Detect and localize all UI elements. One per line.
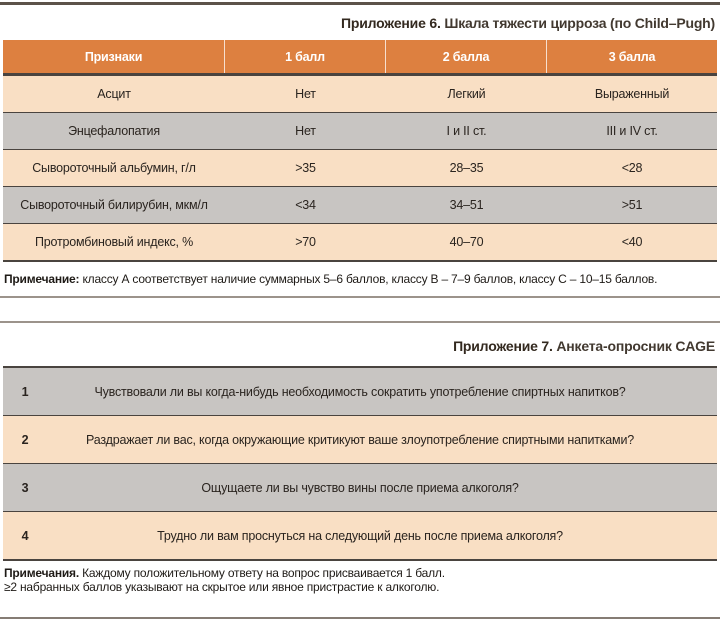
cell-sign: Сывороточный билирубин, мкм/л [20,198,208,212]
bottom-rule [0,617,720,619]
cell-sign: Энцефалопатия [68,124,160,138]
cell-sign: Протромбиновый индекс, % [34,235,194,249]
divider-line-lower [0,321,720,323]
cage-question-row-4: 4 Трудно ли вам проснуться на следующий … [3,511,717,559]
question-number: 2 [21,432,29,447]
table-row-ascites: Асцит Нет Легкий Выраженный [3,75,717,112]
header-cell-2-points: 2 балла [386,40,547,73]
cell-3pt: III и IV ст. [606,124,658,138]
question-number: 1 [21,384,29,399]
table-row-albumin: Сывороточный альбумин, г/л >35 28–35 <28 [3,149,717,186]
cage-questionnaire-table: 1 Чувствовали ли вы когда-нибудь необход… [3,366,717,561]
appendix7-title-text: Анкета-опросник CAGE [552,338,715,354]
notes-text-2: ≥2 набранных баллов указывают на скрытое… [4,580,440,594]
note-label: Примечание: [4,272,80,286]
appendix7-title-prefix: Приложение 7. [453,338,553,354]
question-number: 4 [21,528,29,543]
header-cell-signs: Признаки [3,40,225,73]
cell-1pt: <34 [295,198,316,212]
cell-2pt: 28–35 [449,161,484,175]
cell-2pt: 40–70 [449,235,484,249]
cell-3pt: >51 [621,198,643,212]
cell-1pt: >35 [295,161,316,175]
notes-label: Примечания. [4,566,79,580]
child-pugh-note: Примечание: классу А соответствует налич… [4,272,716,286]
appendix6-title-text: Шкала тяжести цирроза (по Child–Pugh) [440,15,715,31]
cage-note-line-1: Примечания. Каждому положительному ответ… [4,566,716,580]
question-text: Чувствовали ли вы когда-нибудь необходим… [94,384,626,399]
cell-1pt: Нет [295,124,316,138]
question-text: Трудно ли вам проснуться на следующий де… [157,528,563,543]
note-text: классу А соответствует наличие суммарных… [79,272,658,286]
cell-3pt: <40 [621,235,643,249]
appendix6-title-prefix: Приложение 6. [341,15,441,31]
appendix6-title: Приложение 6. Шкала тяжести цирроза (по … [0,15,715,31]
header-cell-1-point: 1 балл [225,40,386,73]
cell-1pt: >70 [295,235,316,249]
header-cell-3-points: 3 балла [608,49,656,64]
top-rule [0,2,720,5]
cage-note-line-2: ≥2 набранных баллов указывают на скрытое… [4,580,716,594]
question-number: 3 [21,480,29,495]
cell-2pt: Легкий [447,87,486,101]
cage-question-row-1: 1 Чувствовали ли вы когда-нибудь необход… [3,368,717,415]
question-text: Ощущаете ли вы чувство вины после приема… [201,480,519,495]
cell-1pt: Нет [295,87,316,101]
cell-2pt: 34–51 [449,198,484,212]
question-text: Раздражает ли вас, когда окружающие крит… [86,432,634,447]
cell-3pt: <28 [621,161,643,175]
cell-sign: Асцит [97,87,131,101]
appendix7-title: Приложение 7. Анкета-опросник CAGE [0,338,715,354]
cell-sign: Сывороточный альбумин, г/л [32,161,196,175]
cage-question-row-3: 3 Ощущаете ли вы чувство вины после прие… [3,463,717,511]
table-row-prothrombin: Протромбиновый индекс, % >70 40–70 <40 [3,223,717,262]
child-pugh-table: Признаки 1 балл 2 балла 3 балла Асцит Не… [3,40,717,262]
child-pugh-header-row: Признаки 1 балл 2 балла 3 балла [3,40,717,75]
table-row-bilirubin: Сывороточный билирубин, мкм/л <34 34–51 … [3,186,717,223]
divider-line-upper [0,296,720,298]
cage-notes: Примечания. Каждому положительному ответ… [4,566,716,594]
table-row-encephalopathy: Энцефалопатия Нет I и II ст. III и IV ст… [3,112,717,149]
cell-3pt: Выраженный [594,87,670,101]
notes-text-1: Каждому положительному ответу на вопрос … [79,566,445,580]
cage-question-row-2: 2 Раздражает ли вас, когда окружающие кр… [3,415,717,463]
cell-2pt: I и II ст. [446,124,487,138]
